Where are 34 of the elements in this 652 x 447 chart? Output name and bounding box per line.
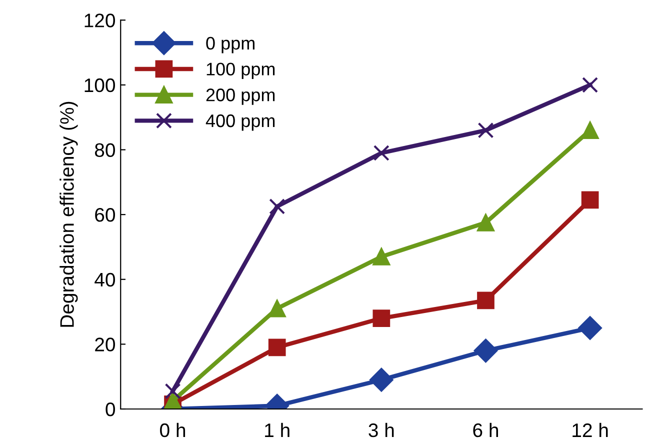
point xyxy=(477,292,494,310)
point xyxy=(474,338,498,363)
x-tick-label: 1 h xyxy=(265,422,290,437)
y-tick-label: 20 xyxy=(95,338,115,352)
legend-label: 0 ppm xyxy=(206,36,254,54)
y-tick-label: 100 xyxy=(84,78,115,92)
y-tick-label: 60 xyxy=(95,208,115,222)
point xyxy=(370,368,394,392)
point xyxy=(578,316,602,340)
point xyxy=(372,248,390,266)
y-tick-label: 120 xyxy=(84,14,115,28)
y-tick-label: 80 xyxy=(94,143,115,157)
x-tick-label: 0 h xyxy=(160,422,186,438)
legend-label: 200 ppm xyxy=(206,88,275,105)
point xyxy=(268,300,286,318)
point xyxy=(164,383,181,400)
point xyxy=(373,144,390,161)
legend-label: 400 ppm xyxy=(206,114,275,131)
point xyxy=(477,214,494,232)
x-tick-label: 12 h xyxy=(572,422,608,437)
point xyxy=(581,122,599,139)
x-tick-label: 6 h xyxy=(473,422,498,438)
x-tick-label: 3 h xyxy=(368,422,394,438)
point xyxy=(582,76,598,93)
point xyxy=(268,338,286,356)
y-axis-title: Degradation efficiency (%) xyxy=(60,102,78,327)
point xyxy=(581,191,599,209)
y-tick-label: 0 xyxy=(106,402,115,416)
legend-label: 100 ppm xyxy=(206,62,275,80)
point xyxy=(478,122,494,138)
y-tick-label: 40 xyxy=(94,272,115,287)
point xyxy=(164,392,182,410)
point xyxy=(269,198,286,214)
point xyxy=(372,310,390,327)
